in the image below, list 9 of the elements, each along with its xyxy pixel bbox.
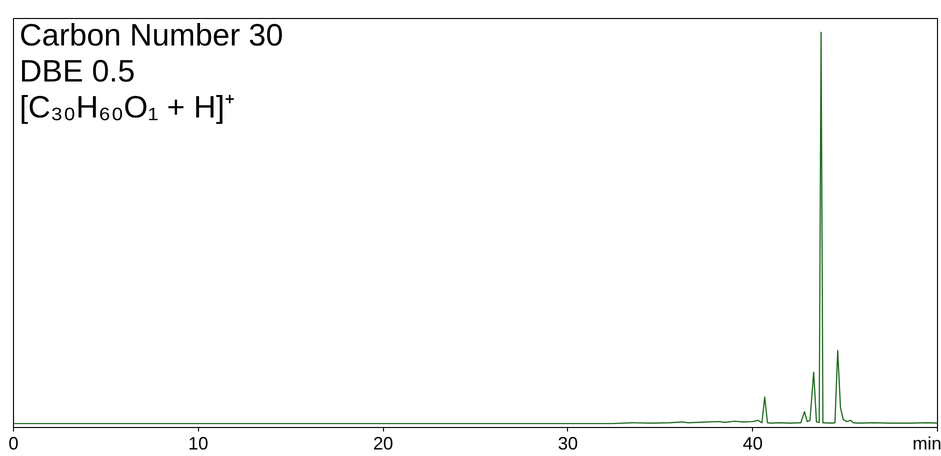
annotation: Carbon Number 30	[20, 18, 284, 52]
x-tick-label: 40	[742, 434, 763, 454]
x-tick-label: 10	[188, 434, 208, 454]
x-tick-label: 20	[373, 434, 394, 454]
x-tick-label: 30	[558, 434, 578, 454]
annotation: DBE 0.5	[20, 54, 135, 88]
annotation: [C₃₀H₆₀O₁ + H]⁺	[20, 90, 235, 124]
x-tick-label: min	[912, 434, 941, 454]
x-tick-label: 0	[8, 434, 19, 454]
